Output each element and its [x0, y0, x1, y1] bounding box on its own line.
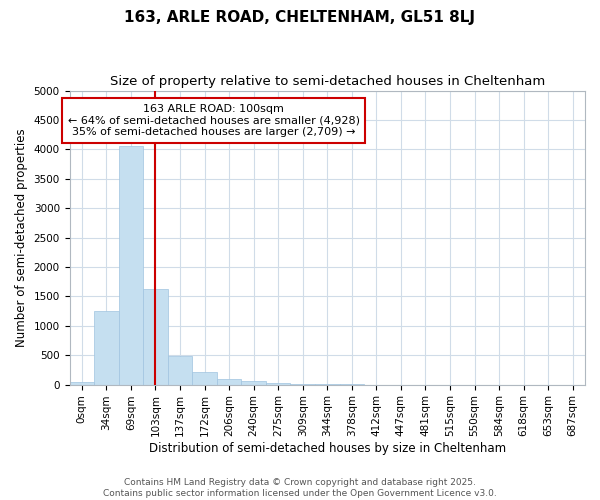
Bar [217, 378, 241, 384]
Y-axis label: Number of semi-detached properties: Number of semi-detached properties [15, 128, 28, 347]
Text: 163, ARLE ROAD, CHELTENHAM, GL51 8LJ: 163, ARLE ROAD, CHELTENHAM, GL51 8LJ [125, 10, 476, 25]
Bar [192, 372, 217, 384]
Bar [119, 146, 143, 384]
Bar [70, 382, 94, 384]
Text: 163 ARLE ROAD: 100sqm
← 64% of semi-detached houses are smaller (4,928)
35% of s: 163 ARLE ROAD: 100sqm ← 64% of semi-deta… [68, 104, 360, 137]
Title: Size of property relative to semi-detached houses in Cheltenham: Size of property relative to semi-detach… [110, 75, 545, 88]
Bar [94, 311, 119, 384]
Bar [143, 290, 168, 384]
Bar [168, 356, 192, 384]
Text: Contains HM Land Registry data © Crown copyright and database right 2025.
Contai: Contains HM Land Registry data © Crown c… [103, 478, 497, 498]
X-axis label: Distribution of semi-detached houses by size in Cheltenham: Distribution of semi-detached houses by … [149, 442, 506, 455]
Bar [241, 382, 266, 384]
